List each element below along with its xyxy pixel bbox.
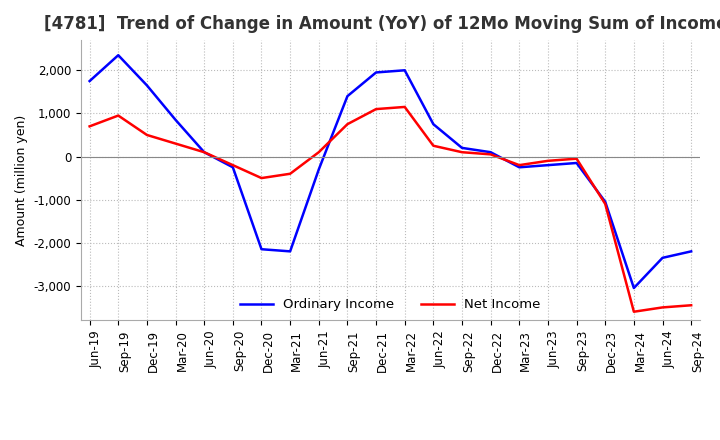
- Ordinary Income: [200, 150, 209, 155]
- Ordinary Income: [372, 70, 380, 75]
- Net Income: [286, 171, 294, 176]
- Ordinary Income: [257, 246, 266, 252]
- Net Income: [372, 106, 380, 112]
- Net Income: [343, 121, 352, 127]
- Ordinary Income: [629, 286, 638, 291]
- Net Income: [400, 104, 409, 110]
- Ordinary Income: [429, 121, 438, 127]
- Net Income: [572, 156, 581, 161]
- Title: [4781]  Trend of Change in Amount (YoY) of 12Mo Moving Sum of Incomes: [4781] Trend of Change in Amount (YoY) o…: [44, 15, 720, 33]
- Ordinary Income: [658, 255, 667, 260]
- Net Income: [143, 132, 151, 138]
- Net Income: [515, 162, 523, 168]
- Legend: Ordinary Income, Net Income: Ordinary Income, Net Income: [235, 293, 546, 316]
- Ordinary Income: [544, 162, 552, 168]
- Net Income: [85, 124, 94, 129]
- Net Income: [200, 150, 209, 155]
- Net Income: [658, 305, 667, 310]
- Ordinary Income: [143, 83, 151, 88]
- Net Income: [315, 150, 323, 155]
- Net Income: [114, 113, 122, 118]
- Line: Ordinary Income: Ordinary Income: [89, 55, 691, 288]
- Net Income: [486, 152, 495, 157]
- Line: Net Income: Net Income: [89, 107, 691, 312]
- Net Income: [228, 162, 237, 168]
- Ordinary Income: [286, 249, 294, 254]
- Net Income: [687, 303, 696, 308]
- Ordinary Income: [85, 78, 94, 84]
- Ordinary Income: [171, 117, 180, 122]
- Net Income: [601, 202, 610, 207]
- Ordinary Income: [601, 199, 610, 205]
- Ordinary Income: [114, 52, 122, 58]
- Ordinary Income: [458, 145, 467, 150]
- Net Income: [171, 141, 180, 146]
- Ordinary Income: [400, 68, 409, 73]
- Ordinary Income: [572, 160, 581, 165]
- Net Income: [544, 158, 552, 164]
- Ordinary Income: [228, 165, 237, 170]
- Y-axis label: Amount (million yen): Amount (million yen): [15, 114, 28, 246]
- Ordinary Income: [486, 150, 495, 155]
- Net Income: [429, 143, 438, 148]
- Ordinary Income: [687, 249, 696, 254]
- Ordinary Income: [515, 165, 523, 170]
- Net Income: [257, 176, 266, 181]
- Net Income: [629, 309, 638, 314]
- Net Income: [458, 150, 467, 155]
- Ordinary Income: [315, 167, 323, 172]
- Ordinary Income: [343, 94, 352, 99]
